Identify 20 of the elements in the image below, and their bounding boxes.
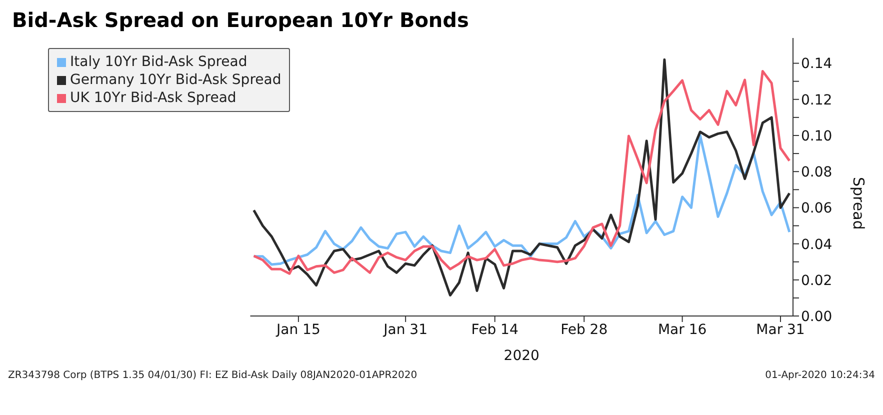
legend-label: UK 10Yr Bid-Ask Spread [70,89,236,107]
legend-label: Germany 10Yr Bid-Ask Spread [70,71,282,89]
y-tick-label: 0.08 [801,164,832,181]
y-axis-title: Spread [850,177,868,230]
legend-label: Italy 10Yr Bid-Ask Spread [70,53,248,71]
x-tick-label: Jan 31 [382,322,428,338]
y-tick-label: 0.12 [801,92,832,108]
y-tick-label: 0.06 [801,200,832,217]
y-tick-label: 0.14 [801,56,832,72]
x-tick-label: Feb 14 [471,322,518,338]
y-tick-label: 0.02 [801,272,832,289]
text: ZR343798 Corp (BTPS 1.35 04/01/30) FI: EZ Bid-Ask Daily 08JAN2020-01APR2020 [8,370,418,381]
x-axis-title: 2020 [504,348,540,364]
text: 01-Apr-2020 10:24:34 [765,370,875,381]
x-tick-label: Jan 15 [276,322,320,338]
y-tick-label: 0.10 [801,128,832,144]
x-tick-label: Feb 28 [560,322,608,338]
y-tick-label: 0.04 [801,236,832,253]
x-tick-label: Mar 16 [658,322,707,338]
chart-title: Bid-Ask Spread on European 10Yr Bonds [12,8,470,34]
